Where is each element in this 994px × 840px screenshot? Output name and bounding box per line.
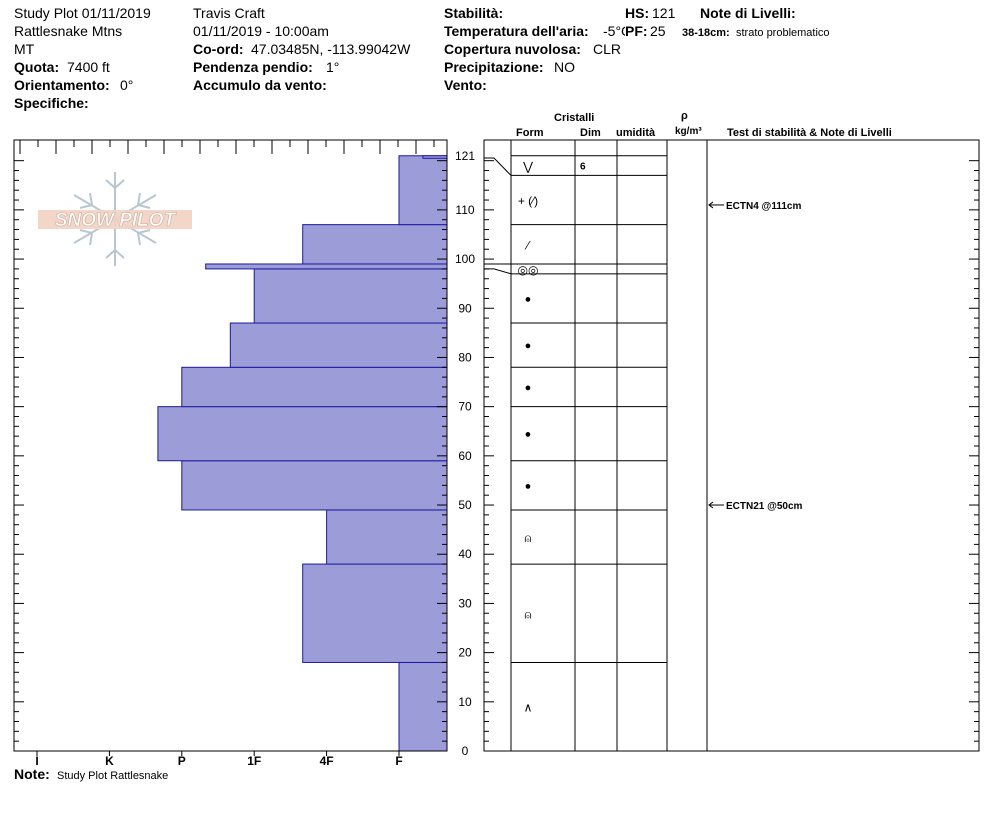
hardness-bar — [326, 509, 448, 565]
aspect-value: 0° — [120, 77, 134, 93]
hs-label: HS: — [625, 5, 650, 21]
coord-label: Co-ord: — [193, 41, 244, 57]
rho-header: ρ — [681, 110, 688, 122]
depth-tick-label: 0 — [462, 744, 469, 758]
stability-tests: ECTN4 @111cm ECTN21 @50cm — [708, 201, 803, 512]
elevation-value: 7400 ft — [67, 59, 110, 75]
wind-loading-label: Accumulo da vento: — [193, 77, 327, 93]
stability-notes-header: Test di stabilità & Note di Livelli — [727, 127, 892, 139]
depth-tick-label: 80 — [458, 350, 472, 364]
hardness-tick-label: F — [395, 754, 402, 768]
hardness-bar — [229, 322, 448, 368]
slope-value: 1° — [326, 59, 340, 75]
cloud-label: Copertura nuvolosa: — [444, 41, 581, 57]
crystal-table-frame — [483, 139, 980, 752]
size-header: Dim — [580, 127, 601, 139]
stability-label: Stabilità: — [444, 5, 504, 21]
wind-label: Vento: — [444, 77, 487, 93]
stability-test-label: ECTN21 @50cm — [726, 501, 803, 512]
slope-label: Pendenza pendio: — [193, 59, 313, 75]
pf-label: PF: — [625, 23, 648, 39]
crystal-form-glyph: ● — [525, 382, 532, 394]
pf-value: 25 — [650, 23, 666, 39]
hardness-tick-label: 1F — [247, 754, 261, 768]
hardness-bar — [181, 366, 448, 408]
plot-title: Study Plot 01/11/2019 — [14, 5, 151, 21]
layer-connector — [484, 157, 512, 176]
test-arrowhead — [708, 501, 714, 509]
layer-connector — [484, 268, 512, 275]
depth-tick-label: 100 — [455, 252, 475, 266]
observer: Travis Craft — [193, 5, 265, 21]
precip-label: Precipitazione: — [444, 59, 544, 75]
depth-tick-label: 50 — [458, 498, 472, 512]
hardness-bar — [157, 406, 448, 462]
depth-axis: 0 10 20 30 40 50 60 70 80 90 100 110 121 — [14, 149, 979, 758]
specifics-label: Specifiche: — [14, 95, 89, 111]
crystal-form-glyph: ● — [525, 480, 532, 492]
elevation-label: Quota: — [14, 59, 60, 75]
hardness-bar — [302, 224, 448, 265]
snowpilot-logo: SNOW PILOT — [38, 172, 192, 266]
form-header: Form — [516, 127, 544, 139]
depth-tick-label: 110 — [455, 203, 474, 217]
hardness-tick-label: 4F — [320, 754, 334, 768]
note-depth: 38-18cm: — [682, 27, 730, 39]
location: Rattlesnake Mtns — [14, 23, 123, 39]
depth-tick-label: 60 — [458, 449, 472, 463]
hardness-bars — [157, 155, 448, 752]
note-text: strato problematico — [736, 27, 830, 39]
hardness-tick-label: P — [178, 754, 186, 768]
logo-text: SNOW PILOT — [55, 210, 177, 231]
depth-tick-label: 121 — [455, 149, 475, 163]
crystal-size: 6 — [580, 162, 586, 173]
crystal-form-glyph: + (⁄) — [518, 194, 538, 208]
hardness-bar — [398, 661, 448, 752]
coord-value: 47.03485N, -113.99042W — [251, 41, 411, 57]
hardness-bar — [302, 563, 448, 663]
hs-value: 121 — [652, 5, 676, 21]
hardness-bar — [181, 460, 448, 511]
aspect-label: Orientamento: — [14, 77, 110, 93]
depth-tick-label: 90 — [458, 301, 472, 315]
crystal-form-glyph: ⁄ — [524, 238, 531, 252]
state: MT — [14, 41, 35, 57]
depth-tick-label: 10 — [458, 695, 472, 709]
crystal-form-glyph: ◎◎ — [518, 263, 539, 277]
air-temp-label: Temperatura dell'aria: — [444, 23, 589, 39]
hardness-tick-label: K — [105, 754, 114, 768]
hardness-tick-label: I — [35, 754, 38, 768]
air-temp-value: -5°C — [603, 23, 632, 39]
crystal-form-glyph: ● — [525, 293, 532, 305]
crystal-form-glyph: ⋁ — [522, 160, 533, 174]
crystal-form-glyph: ⍝ — [524, 607, 531, 621]
density-unit-header: kg/m³ — [675, 126, 702, 137]
hardness-bar — [422, 155, 448, 159]
hardness-axis: I K P 1F 4F F — [35, 751, 403, 768]
hardness-bar — [253, 268, 448, 324]
depth-tick-label: 70 — [458, 400, 472, 414]
depth-tick-label: 30 — [458, 596, 472, 610]
depth-tick-label: 20 — [458, 646, 472, 660]
test-arrowhead — [708, 201, 714, 209]
crystal-form-glyph: ● — [525, 429, 532, 441]
note-label: Note: — [14, 766, 50, 782]
precip-value: NO — [554, 59, 575, 75]
crystal-form-glyph: ⍝ — [524, 531, 531, 545]
datetime: 01/11/2019 - 10:00am — [193, 23, 329, 39]
moisture-header: umidità — [616, 127, 656, 139]
note-text-footer: Study Plot Rattlesnake — [57, 770, 169, 782]
crystals-header: Cristalli — [554, 112, 595, 124]
layer-notes-label: Note di Livelli: — [700, 5, 796, 21]
hardness-bar — [398, 155, 448, 226]
cloud-value: CLR — [593, 41, 622, 57]
stability-test-label: ECTN4 @111cm — [726, 201, 801, 212]
hardness-bar — [205, 263, 448, 270]
crystal-form-glyph: ∧ — [524, 701, 533, 715]
crystal-form-glyph: ● — [525, 340, 532, 352]
depth-tick-label: 40 — [458, 547, 472, 561]
crystal-rows: ⋁ 6 + (⁄) ⁄ ◎◎ ● ● ● ● ● ⍝ ⍝ ∧ — [484, 155, 667, 715]
